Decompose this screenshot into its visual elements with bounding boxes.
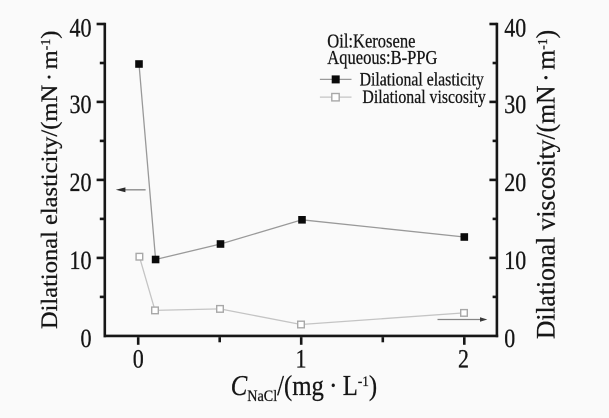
svg-text:0: 0 xyxy=(133,345,144,374)
svg-text:10: 10 xyxy=(504,246,526,275)
svg-text:30: 30 xyxy=(504,90,526,119)
svg-text:Dilational viscosity: Dilational viscosity xyxy=(362,86,486,108)
svg-text:0: 0 xyxy=(81,324,92,353)
svg-text:30: 30 xyxy=(70,90,92,119)
svg-text:20: 20 xyxy=(504,168,526,197)
svg-text:Dilational elasticity/(mN·m-1): Dilational elasticity/(mN·m-1) xyxy=(38,31,63,330)
svg-text:Aqueous:B-PPG: Aqueous:B-PPG xyxy=(327,47,437,69)
svg-text:Dilational viscosity/(mN·m-1): Dilational viscosity/(mN·m-1) xyxy=(531,30,560,339)
svg-text:2: 2 xyxy=(458,345,469,374)
svg-text:Dilational elasticity: Dilational elasticity xyxy=(360,68,484,90)
svg-text:1: 1 xyxy=(296,345,307,374)
svg-text:Oil:Kerosene: Oil:Kerosene xyxy=(327,31,415,53)
svg-text:40: 40 xyxy=(504,14,526,43)
svg-text:CNaCl/(mg·L-1): CNaCl/(mg · L-1) xyxy=(231,369,377,405)
svg-text:20: 20 xyxy=(70,168,92,197)
svg-text:10: 10 xyxy=(70,246,92,275)
svg-text:0: 0 xyxy=(504,324,515,353)
svg-text:40: 40 xyxy=(70,14,92,43)
